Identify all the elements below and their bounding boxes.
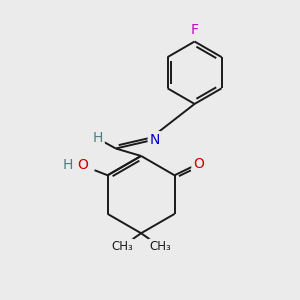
Text: H: H — [93, 131, 103, 145]
Text: O: O — [77, 158, 88, 172]
Text: CH₃: CH₃ — [149, 240, 171, 253]
Text: F: F — [190, 23, 199, 37]
Text: N: N — [149, 133, 160, 147]
Text: H: H — [63, 158, 73, 172]
Text: O: O — [193, 157, 204, 171]
Text: CH₃: CH₃ — [111, 240, 133, 253]
